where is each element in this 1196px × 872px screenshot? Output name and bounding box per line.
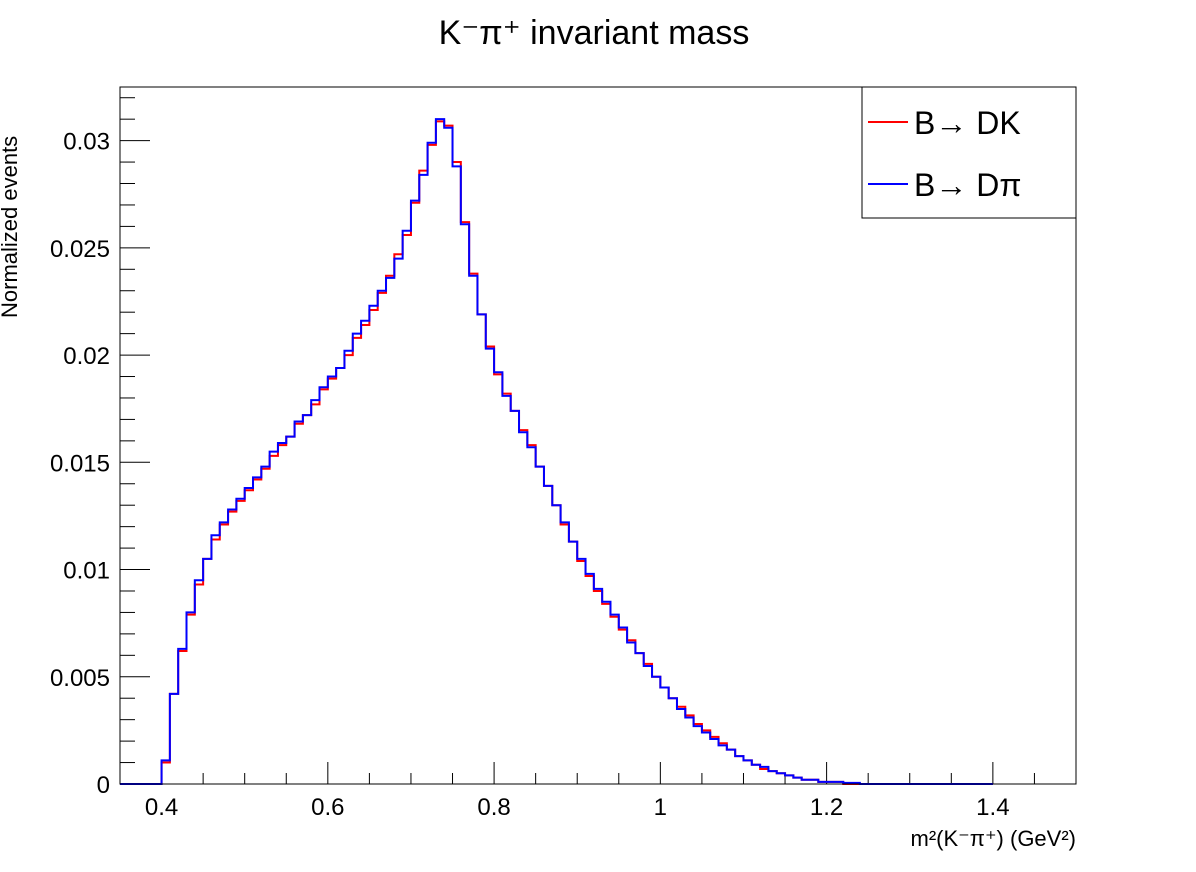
legend-box [861, 86, 1077, 219]
y-tick-label: 0.005 [50, 665, 110, 692]
y-tick-label: 0.02 [63, 343, 110, 370]
x-tick-label: 1 [654, 794, 667, 821]
y-axis-title: Normalized events [0, 136, 22, 318]
x-tick-label: 1.4 [976, 794, 1009, 821]
y-tick-label: 0.015 [50, 450, 110, 477]
legend-label-dpi: B→ Dπ [914, 167, 1021, 203]
legend: B→ DK B→ Dπ [861, 86, 1077, 219]
x-tick-label: 0.6 [311, 794, 344, 821]
y-tick-label: 0.03 [63, 129, 110, 156]
series-layer [120, 118, 993, 785]
series-line-dpi [120, 118, 993, 785]
y-tick-label: 0.025 [50, 236, 110, 263]
x-tick-label: 0.8 [477, 794, 510, 821]
series-line-dk [120, 120, 993, 785]
legend-label-dk: B→ DK [914, 105, 1021, 141]
plot-frame [119, 86, 1077, 785]
x-tick-label: 1.2 [810, 794, 843, 821]
x-tick-label: 0.4 [145, 794, 178, 821]
chart-title: K⁻π⁺ invariant mass [439, 14, 750, 52]
y-tick-label: 0.01 [63, 558, 110, 585]
x-axis-title: m²(K⁻π⁺) (GeV²) [911, 826, 1077, 851]
y-tick-label: 0 [97, 772, 110, 799]
